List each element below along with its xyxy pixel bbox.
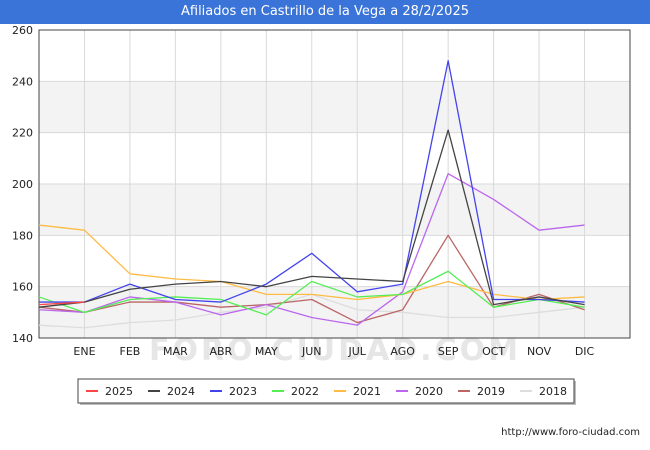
y-tick-label: 260 bbox=[12, 24, 33, 37]
chart-title: Afiliados en Castrillo de la Vega a 28/2… bbox=[0, 0, 650, 24]
legend-label-2023: 2023 bbox=[229, 385, 257, 398]
legend-label-2021: 2021 bbox=[353, 385, 381, 398]
grid-band bbox=[39, 184, 630, 236]
grid-band bbox=[39, 235, 630, 287]
x-tick-label: AGO bbox=[390, 345, 415, 358]
series-line-2020 bbox=[38, 173, 585, 326]
series-line-2025 bbox=[38, 301, 85, 306]
legend-label-2018: 2018 bbox=[539, 385, 567, 398]
legend-label-2022: 2022 bbox=[291, 385, 319, 398]
series-line-2022 bbox=[38, 270, 585, 316]
x-tick-label: FEB bbox=[120, 345, 141, 358]
watermark: FORO-CIUDAD.COM bbox=[149, 333, 521, 368]
x-tick-label: SEP bbox=[438, 345, 459, 358]
grid-band bbox=[39, 81, 630, 133]
y-tick-label: 240 bbox=[12, 75, 33, 88]
legend-box bbox=[77, 378, 575, 404]
grid-band bbox=[39, 30, 630, 82]
plot-area bbox=[38, 29, 631, 339]
legend-label-2019: 2019 bbox=[477, 385, 505, 398]
legend-label-2020: 2020 bbox=[415, 385, 443, 398]
x-tick-label: DIC bbox=[575, 345, 595, 358]
y-tick-label: 220 bbox=[12, 127, 33, 140]
source-url[interactable]: http://www.foro-ciudad.com bbox=[501, 427, 640, 438]
grid-band bbox=[39, 286, 630, 338]
x-tick-label: ENE bbox=[73, 345, 95, 358]
legend-label-2025: 2025 bbox=[105, 385, 133, 398]
y-tick-label: 180 bbox=[12, 229, 33, 242]
series-line-2023 bbox=[39, 60, 585, 303]
x-tick-label: ABR bbox=[209, 345, 232, 358]
legend-label-2024: 2024 bbox=[167, 385, 195, 398]
y-tick-label: 140 bbox=[12, 332, 33, 345]
y-tick-label: 160 bbox=[12, 281, 33, 294]
series-line-2021 bbox=[38, 224, 585, 301]
x-tick-label: NOV bbox=[527, 345, 552, 358]
series-line-2024 bbox=[38, 129, 585, 308]
x-tick-label: JUN bbox=[301, 345, 322, 358]
x-tick-label: JUL bbox=[348, 345, 367, 358]
x-tick-label: MAY bbox=[255, 345, 278, 358]
x-tick-label: OCT bbox=[482, 345, 505, 358]
grid-band bbox=[39, 132, 630, 184]
x-tick-label: MAR bbox=[163, 345, 188, 358]
y-tick-label: 200 bbox=[12, 178, 33, 191]
